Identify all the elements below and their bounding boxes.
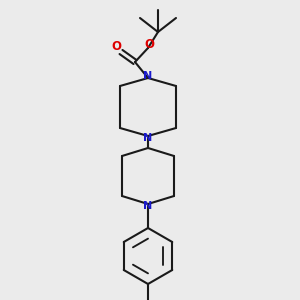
Text: O: O	[144, 38, 154, 52]
Text: N: N	[143, 201, 153, 211]
Text: O: O	[111, 40, 121, 52]
Text: N: N	[143, 133, 153, 143]
Text: N: N	[143, 71, 153, 81]
